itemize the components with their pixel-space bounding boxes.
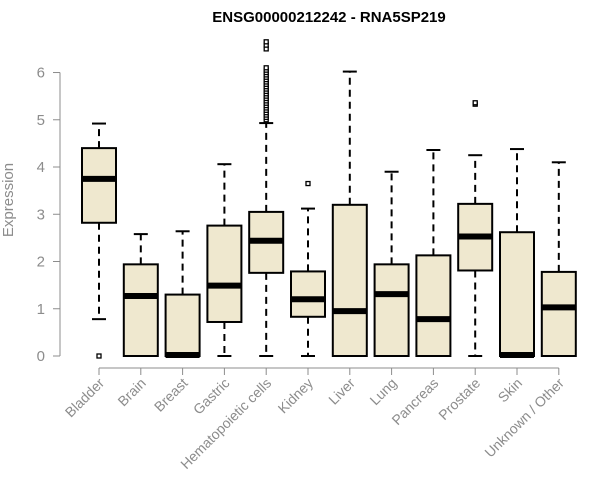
x-tick-label: Unknown / Other: [481, 375, 567, 461]
x-tick-label: Skin: [495, 375, 526, 406]
outlier-point: [472, 100, 478, 106]
iqr-box: [81, 147, 117, 224]
y-axis-label: Expression: [0, 163, 17, 237]
boxplot-series: [81, 39, 577, 359]
x-tick-label: Brain: [114, 375, 148, 409]
box-pancreas: [415, 149, 452, 357]
box-hematopoietic-cells: [248, 39, 285, 357]
iqr-box: [122, 263, 159, 358]
outlier-point: [305, 180, 311, 187]
x-tick-label: Breast: [151, 375, 191, 415]
x-tick-label: Liver: [325, 375, 358, 408]
y-tick-label: 2: [37, 254, 45, 271]
outlier-point: [263, 39, 269, 45]
outlier-point: [96, 353, 102, 359]
x-tick-label: Bladder: [62, 375, 108, 421]
x-tick-label: Lung: [366, 375, 399, 408]
box-bladder: [81, 122, 117, 359]
iqr-box: [290, 270, 326, 318]
box-kidney: [290, 180, 326, 357]
y-tick-label: 4: [37, 159, 45, 176]
iqr-box: [540, 270, 577, 358]
x-tick-label: Kidney: [275, 375, 317, 417]
y-tick-label: 6: [37, 65, 45, 82]
box-unknown-other: [540, 161, 577, 358]
box-gastric: [206, 163, 243, 357]
box-brain: [122, 233, 159, 358]
y-tick-label: 1: [37, 301, 45, 318]
box-lung: [373, 170, 410, 358]
x-tick-label: Prostate: [435, 375, 483, 423]
iqr-box: [331, 203, 368, 357]
y-tick-label: 3: [37, 206, 45, 223]
outlier-point: [263, 65, 269, 71]
box-liver: [331, 70, 368, 357]
iqr-box: [415, 254, 452, 357]
iqr-box: [499, 231, 535, 357]
y-tick-label: 0: [37, 348, 45, 365]
box-prostate: [457, 100, 494, 357]
iqr-box: [206, 224, 243, 323]
y-axis: 0 1 2 3 4 5 6: [37, 65, 61, 365]
box-skin: [499, 148, 535, 359]
box-breast: [164, 230, 201, 359]
y-tick-label: 5: [37, 112, 45, 129]
chart-title: ENSG00000212242 - RNA5SP219: [212, 9, 445, 26]
iqr-box: [373, 263, 410, 358]
iqr-box: [164, 293, 201, 357]
